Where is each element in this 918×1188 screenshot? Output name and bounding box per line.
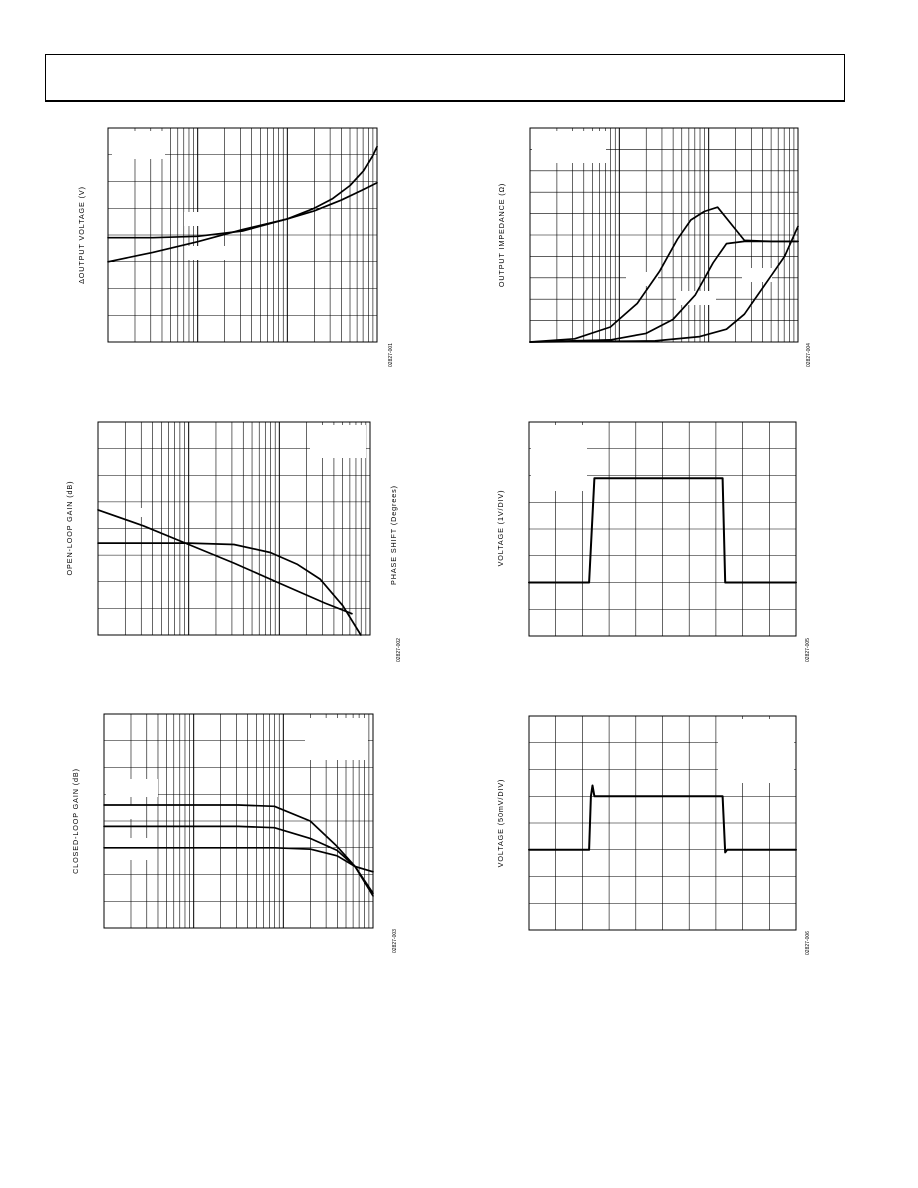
plot-frame — [103, 713, 374, 929]
legend-box — [112, 131, 165, 159]
chart-grid — [529, 716, 796, 930]
legend-box — [106, 805, 142, 819]
series-line-1 — [97, 509, 353, 615]
series-line-1 — [528, 784, 797, 854]
chart-fig3: CLOSED-LOOP GAIN (dB) 02827-003 — [71, 713, 398, 953]
chart-fig1: ΔOUTPUT VOLTAGE (V) 02827-001 — [77, 127, 394, 367]
chart-grid — [530, 128, 798, 342]
chart-fig5: VOLTAGE (1V/DIV) 02827-005 — [496, 421, 811, 662]
chart-grid — [108, 128, 377, 342]
figure-code: 02827-003 — [392, 929, 398, 953]
y-axis-label: OPEN-LOOP GAIN (dB) — [65, 481, 74, 576]
y-axis-label: CLOSED-LOOP GAIN (dB) — [71, 768, 80, 874]
plot-frame — [528, 421, 797, 637]
legend-box — [676, 291, 716, 305]
legend-box — [188, 246, 232, 260]
figure-code: 02827-001 — [388, 343, 394, 367]
figure-code: 02827-004 — [806, 343, 812, 367]
legend-box — [106, 779, 158, 797]
chart-grid — [98, 422, 370, 635]
y-axis-label: VOLTAGE (50mV/DIV) — [496, 779, 505, 868]
plot-frame — [529, 127, 799, 343]
y-axis-label: OUTPUT IMPEDANCE (Ω) — [497, 183, 506, 287]
chart-grid — [104, 714, 373, 928]
figure-code: 02827-006 — [805, 931, 811, 955]
series-line-2 — [529, 240, 799, 343]
figure-code: 02827-005 — [805, 638, 811, 662]
series-line-1 — [103, 804, 374, 897]
legend-box — [133, 508, 142, 517]
series-line-2 — [97, 542, 362, 636]
chart-grid — [529, 422, 796, 636]
series-line-3 — [103, 846, 374, 873]
right-axis-label: PHASE SHIFT (Degrees) — [389, 485, 398, 585]
series-line-2 — [107, 145, 378, 263]
legend-box — [106, 838, 152, 860]
y-axis-label: ΔOUTPUT VOLTAGE (V) — [77, 186, 86, 284]
legend-box — [626, 272, 658, 286]
plot-frame — [107, 127, 378, 343]
legend-box — [305, 718, 368, 760]
legend-box — [742, 268, 772, 282]
legend-box — [718, 719, 794, 783]
plot-frame — [97, 421, 371, 636]
plot-frame — [528, 715, 797, 931]
legend-box — [295, 541, 303, 549]
chart-fig2: OPEN-LOOP GAIN (dB) PHASE SHIFT (Degrees)… — [65, 421, 402, 662]
series-line-3 — [529, 225, 799, 343]
legend-box — [310, 425, 366, 458]
series-line-2 — [103, 825, 374, 895]
chart-fig4: OUTPUT IMPEDANCE (Ω) 02827-004 — [497, 127, 812, 367]
y-axis-label: VOLTAGE (1V/DIV) — [496, 490, 505, 567]
page-header-box — [45, 54, 845, 102]
legend-box — [532, 131, 606, 163]
series-line-1 — [528, 477, 797, 584]
legend-box — [531, 425, 587, 491]
legend-box — [184, 212, 211, 226]
figure-code: 02827-002 — [396, 638, 402, 662]
chart-fig6: VOLTAGE (50mV/DIV) 02827-006 — [496, 715, 811, 955]
